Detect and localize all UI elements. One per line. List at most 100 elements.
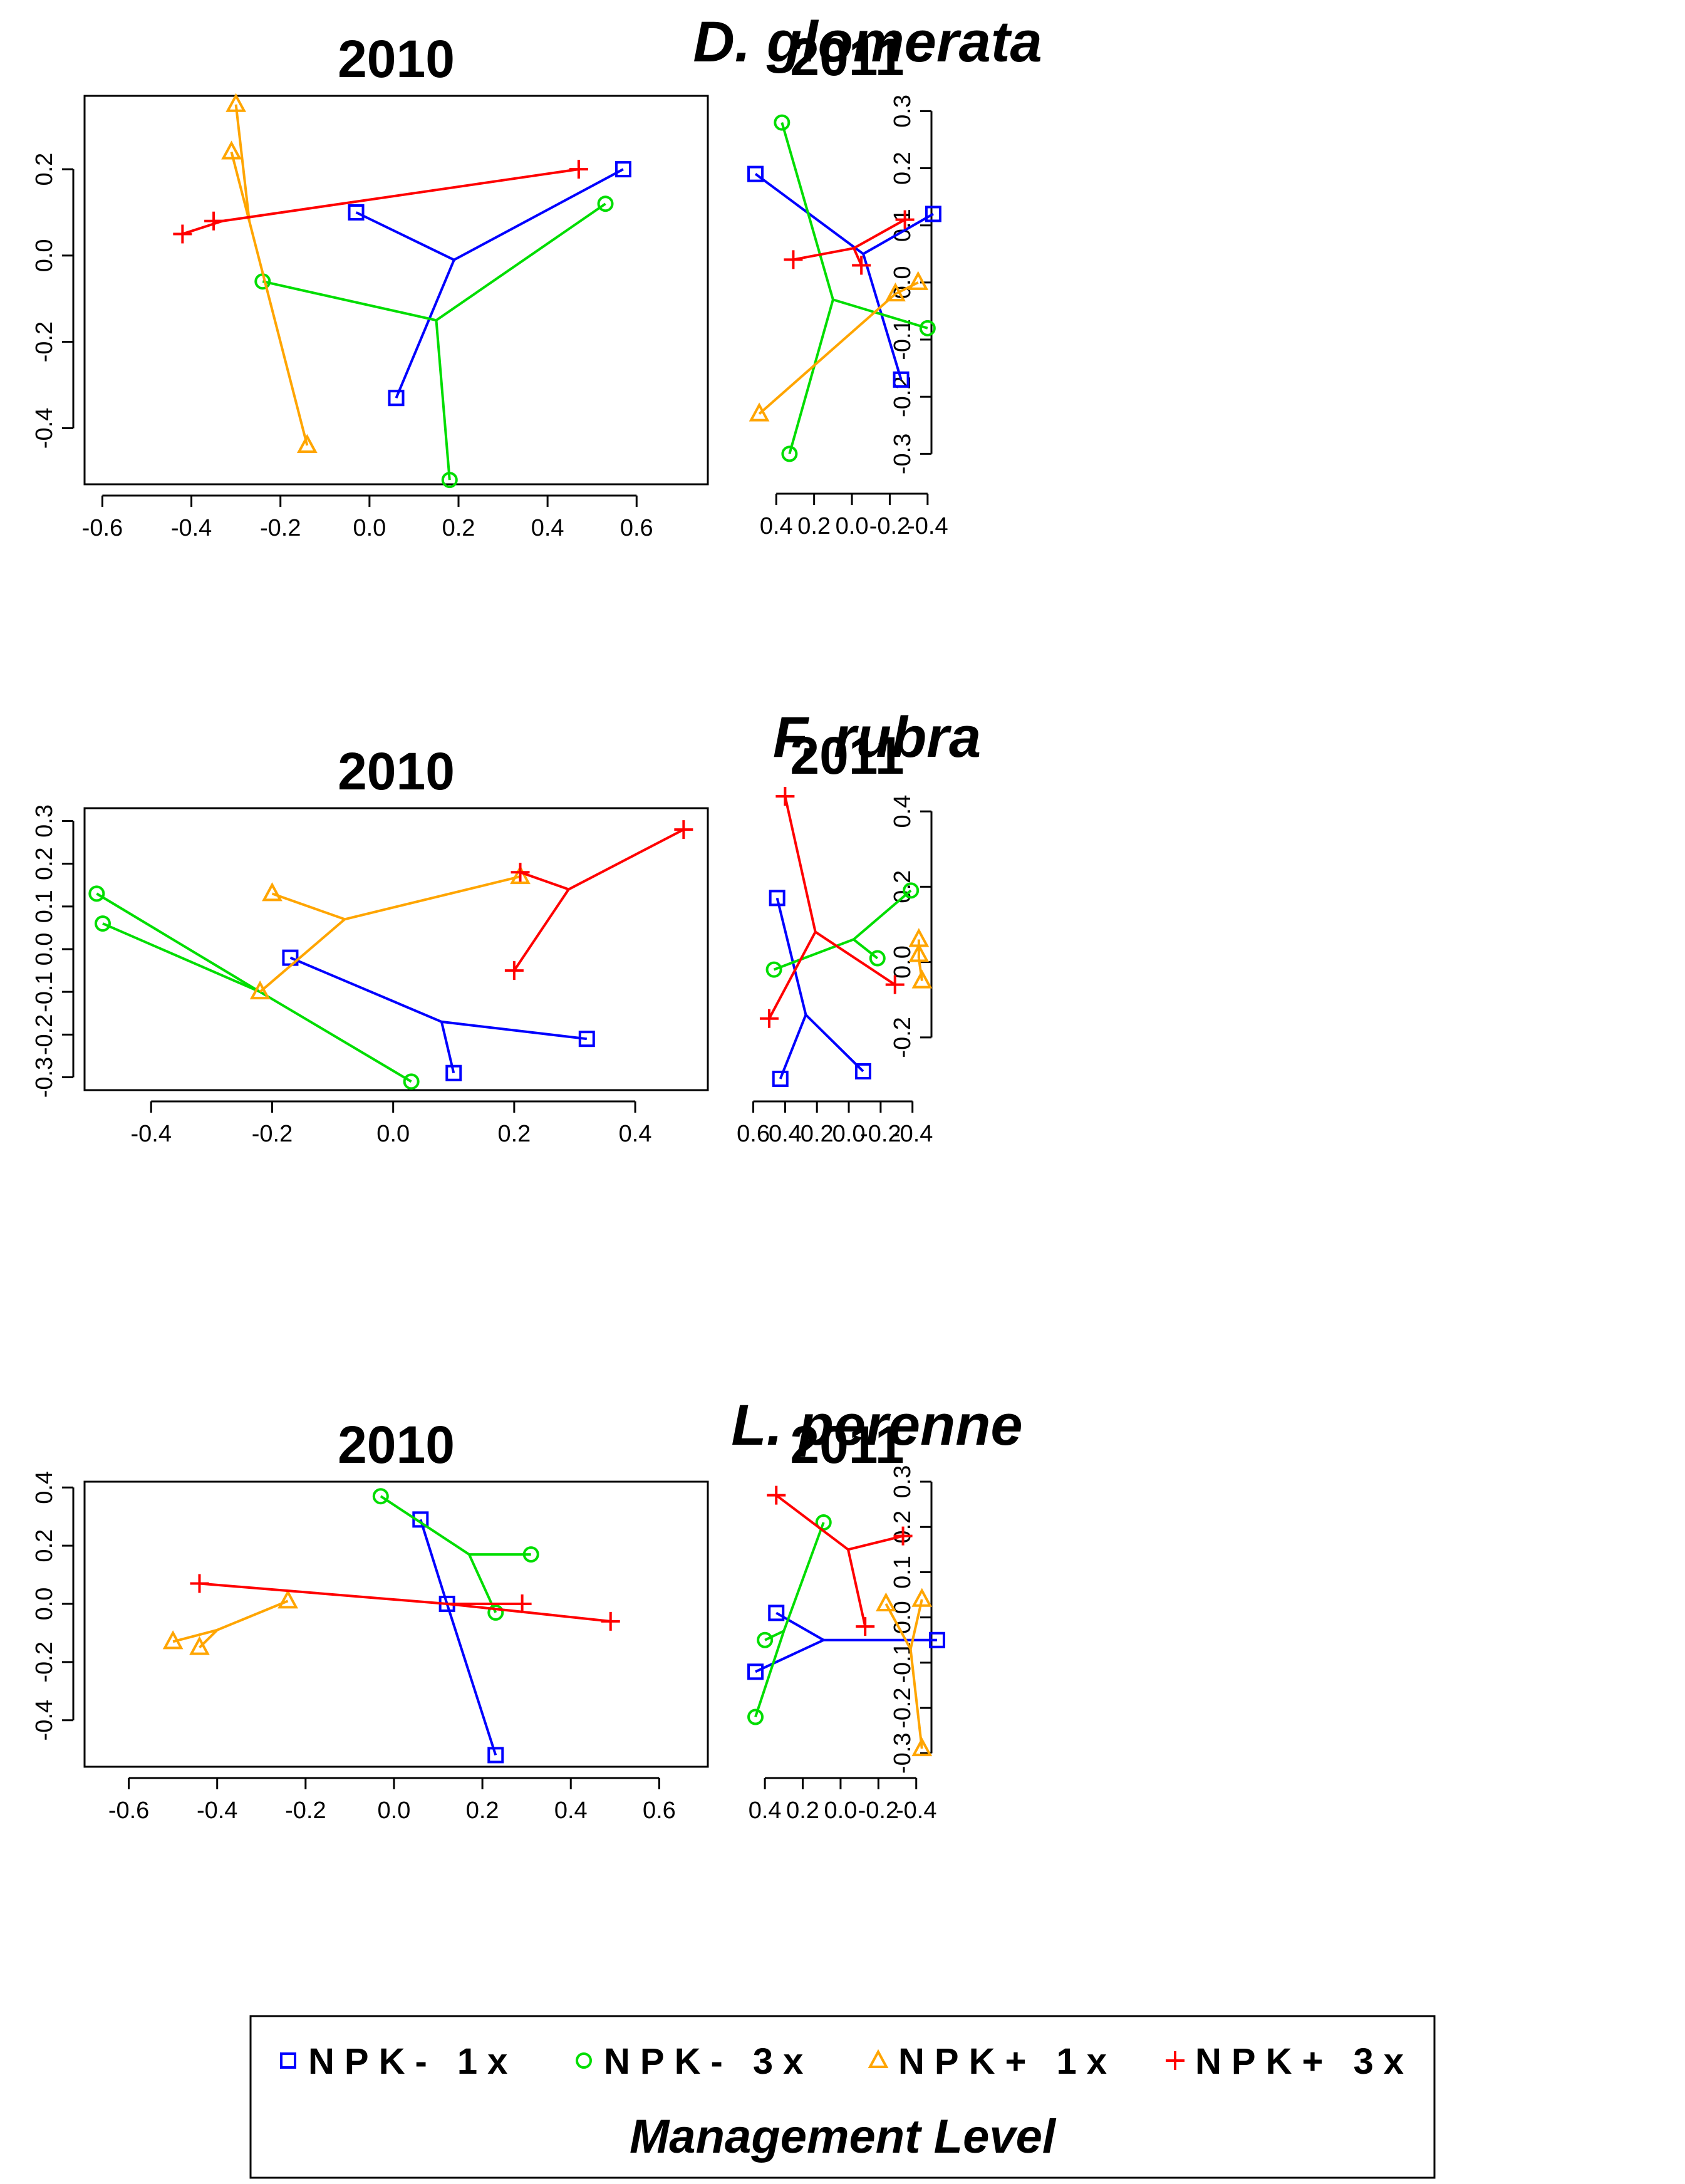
series-npk-1x: [221, 93, 318, 453]
x-tick-label: 0.6: [620, 515, 653, 541]
x-tick-label: -0.6: [82, 515, 123, 541]
spider-line: [909, 1599, 923, 1650]
legend-marker-triangle: [868, 2049, 889, 2068]
spider-line: [853, 218, 906, 249]
data-point-triangle: [876, 1592, 896, 1611]
spider-line: [805, 1014, 864, 1073]
x-tick-label: -0.4: [171, 515, 212, 541]
panel-year-title: 2010: [338, 742, 455, 801]
data-point-square: [388, 390, 405, 407]
data-point-triangle: [221, 140, 242, 160]
data-point-triangle: [277, 1589, 298, 1609]
data-point-square: [578, 1031, 595, 1048]
spider-line: [102, 922, 261, 994]
data-point-plus: [895, 210, 915, 229]
legend-label: NPK- 3x: [604, 2041, 813, 2082]
data-point-circle: [765, 961, 782, 978]
data-point-plus: [856, 1617, 875, 1636]
spider-line: [768, 931, 817, 1019]
spider-line: [234, 104, 251, 222]
y-tick-label: 0.3: [889, 95, 916, 128]
spider-line: [848, 1534, 904, 1551]
y-tick-label: 0.1: [889, 1556, 916, 1589]
data-point-plus: [204, 211, 224, 231]
x-tick-label: 0.0: [824, 1797, 858, 1824]
x-tick-label: 0.2: [497, 1121, 531, 1147]
legend-marker-plus: [1166, 2051, 1185, 2070]
data-point-square: [772, 1070, 789, 1087]
spider-line: [230, 152, 251, 222]
series-npk-3x: [254, 195, 614, 489]
legend-entry: NPK- 1x: [280, 2041, 507, 2082]
y-tick-label: 0.0: [31, 239, 58, 272]
spider-line: [775, 897, 807, 1016]
y-tick-label: -0.2: [889, 1687, 916, 1728]
data-point-triangle: [908, 943, 930, 962]
y-tick-label: 0.4: [889, 795, 916, 828]
data-point-circle: [372, 1488, 389, 1505]
chart-panel: 2010 -0.6 -0.4 -0.2 0.0 0.2 0.4 0.6 -0.4 -0.2 0.0 0…: [31, 1415, 709, 1824]
y-tick-label: 0.2: [31, 847, 58, 880]
data-point-square: [412, 1511, 429, 1528]
panel-year-title: 2010: [338, 29, 455, 88]
data-point-circle: [487, 1604, 504, 1621]
legend-label: NPK+ 1x: [898, 2041, 1117, 2082]
data-point-plus: [173, 224, 192, 244]
spider-line: [435, 320, 451, 481]
spider-line: [519, 871, 569, 891]
x-tick-label: 0.4: [749, 1797, 782, 1824]
spider-line: [779, 1014, 807, 1079]
spider-line: [758, 293, 896, 415]
y-tick-label: -0.2: [889, 1017, 916, 1058]
y-tick-label: 0.1: [31, 890, 58, 923]
data-point-circle: [757, 1631, 774, 1648]
data-point-circle: [88, 885, 105, 902]
species-title-d-glomerata: D. glomerata: [693, 10, 1042, 74]
spider-line: [419, 1519, 448, 1604]
series-npk-1x: [749, 271, 929, 422]
spider-line: [344, 875, 521, 921]
series-npk-1x: [908, 928, 933, 989]
x-tick-label: -0.2: [252, 1121, 293, 1147]
data-point-triangle: [885, 282, 906, 302]
spider-line: [259, 991, 412, 1083]
series-npk-1x: [769, 890, 871, 1087]
spider-line: [395, 259, 455, 398]
data-point-plus: [504, 961, 524, 980]
data-point-square: [925, 205, 941, 222]
x-tick-label: 0.4: [531, 515, 564, 541]
spider-line: [788, 299, 834, 454]
series-npk-3x: [747, 1514, 832, 1725]
plot-frame: [83, 1480, 709, 1768]
data-point-circle: [94, 915, 111, 932]
y-tick-label: 0.2: [889, 152, 916, 185]
spider-line: [764, 1630, 785, 1641]
x-tick-label: -0.2: [285, 1797, 326, 1824]
data-point-triangle: [911, 1588, 933, 1607]
y-tick-label: 0.0: [31, 933, 58, 966]
legend-title: Management Level: [630, 2110, 1057, 2163]
y-tick-label: -0.2: [31, 321, 58, 362]
spider-line: [793, 247, 854, 261]
data-point-square: [928, 1631, 945, 1648]
x-tick-label: 0.4: [769, 1121, 802, 1147]
series-npk-3x: [767, 1485, 913, 1636]
x-tick-label: 0.0: [376, 1121, 410, 1147]
spider-line: [853, 889, 912, 941]
y-tick-label: 0.4: [31, 1471, 58, 1504]
chart-panel: 2010-0.4 -0.2 0.0 0.2 0.4-0.3-0.2-0.10.00.10…: [31, 742, 709, 1147]
data-point-triangle: [162, 1630, 184, 1650]
data-point-triangle: [189, 1636, 210, 1655]
spider-line: [441, 1020, 588, 1041]
spider-line: [271, 892, 346, 921]
data-point-circle: [747, 1708, 764, 1725]
spider-line: [380, 1495, 470, 1556]
data-point-square: [445, 1064, 462, 1081]
spider-line: [773, 938, 854, 971]
legend: NPK- 1x NPK- 3x NPK+ 1x NPK+ 3x Management …: [249, 2015, 1436, 2179]
series-npk-3x: [759, 787, 905, 1028]
panel-year-title: 2011: [790, 726, 904, 785]
series-npk-1x: [282, 949, 595, 1081]
data-point-triangle: [749, 402, 770, 422]
spider-line: [513, 888, 570, 972]
